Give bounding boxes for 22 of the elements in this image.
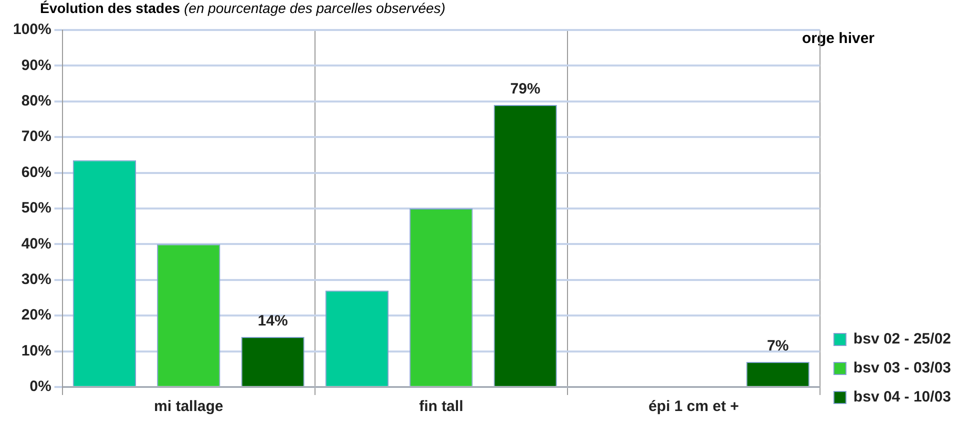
y-tick-label: 50% xyxy=(21,200,52,217)
y-tick-label: 70% xyxy=(21,128,52,146)
y-tick-label: 20% xyxy=(21,306,52,324)
y-tick-label: 30% xyxy=(21,271,52,288)
legend-label: bsv 02 - 25/02 xyxy=(853,330,952,348)
y-tick-label: 0% xyxy=(30,378,52,396)
y-tick-label: 60% xyxy=(21,164,52,181)
data-label: 14% xyxy=(258,312,288,330)
data-label: 79% xyxy=(510,80,540,98)
y-tick-label: 80% xyxy=(21,92,52,110)
y-tick-label: 100% xyxy=(12,21,52,38)
data-label: 7% xyxy=(767,338,789,355)
legend-label: bsv 04 - 10/03 xyxy=(853,388,952,406)
legend-label: bsv 03 - 03/03 xyxy=(853,360,952,377)
x-tick-label: mi tallage xyxy=(154,398,224,416)
x-tick-label: épi 1 cm et + xyxy=(648,398,740,416)
y-tick-label: 10% xyxy=(21,342,52,360)
y-tick-label: 40% xyxy=(21,235,52,252)
y-tick-label: 90% xyxy=(21,56,52,74)
chart-title: Évolution des stades xyxy=(40,0,180,16)
chart-subtitle: (en pourcentage des parcelles observées) xyxy=(184,0,446,16)
x-tick-label: fin tall xyxy=(419,398,464,416)
